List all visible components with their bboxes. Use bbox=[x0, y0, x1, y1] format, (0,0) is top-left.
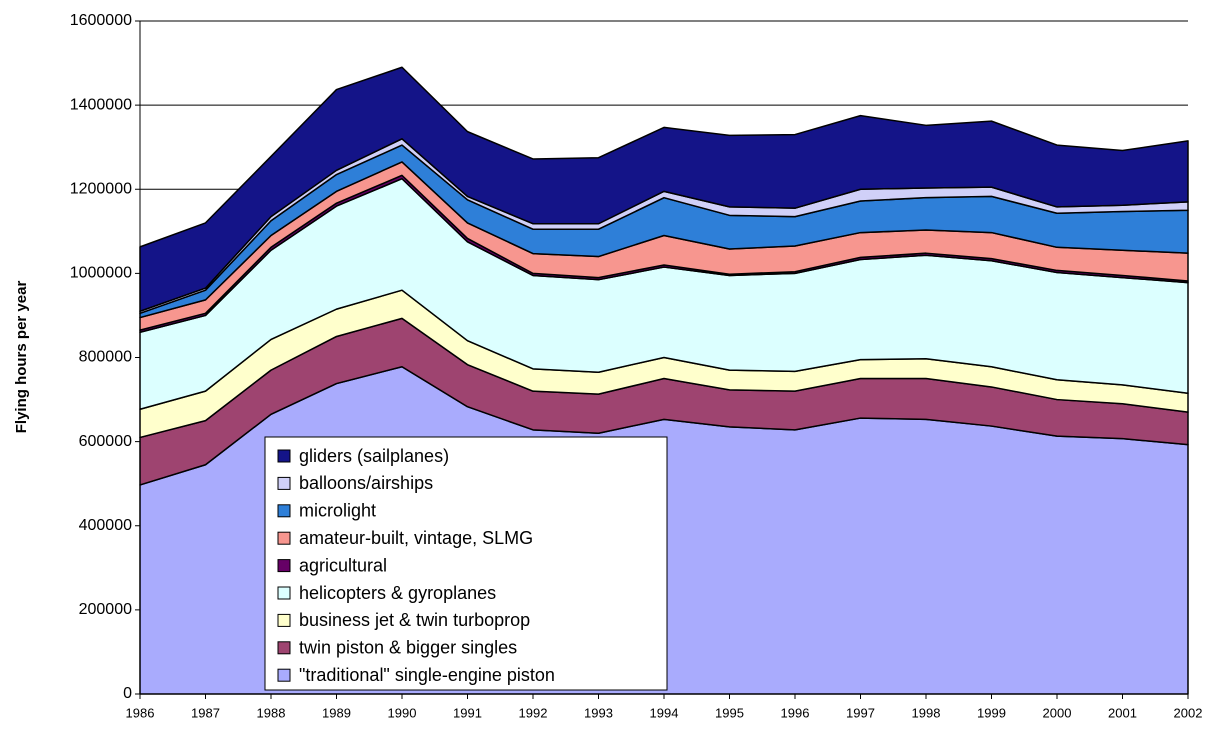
y-tick-label: 1600000 bbox=[70, 12, 132, 29]
legend-label: twin piston & bigger singles bbox=[299, 638, 517, 658]
y-tick-label: 0 bbox=[123, 685, 132, 702]
y-tick-label: 1000000 bbox=[70, 265, 132, 282]
y-tick-label: 800000 bbox=[79, 349, 132, 366]
y-tick-label: 200000 bbox=[79, 601, 132, 618]
y-tick-label: 400000 bbox=[79, 517, 132, 534]
legend-label: microlight bbox=[299, 501, 376, 521]
x-tick-label: 1989 bbox=[322, 705, 351, 720]
legend-swatch bbox=[277, 504, 291, 518]
x-tick-label: 1996 bbox=[781, 705, 810, 720]
legend-swatch bbox=[277, 449, 291, 463]
x-tick-label: 1991 bbox=[453, 705, 482, 720]
legend-box bbox=[264, 436, 668, 691]
x-tick-label: 1993 bbox=[584, 705, 613, 720]
legend-swatch bbox=[277, 586, 291, 600]
x-tick-label: 1999 bbox=[977, 705, 1006, 720]
x-tick-label: 1997 bbox=[846, 705, 875, 720]
legend-swatch bbox=[277, 641, 291, 655]
y-tick-label: 1200000 bbox=[70, 180, 132, 197]
x-tick-label: 1998 bbox=[912, 705, 941, 720]
x-tick-label: 2001 bbox=[1108, 705, 1137, 720]
legend-label: amateur-built, vintage, SLMG bbox=[299, 528, 533, 548]
x-tick-label: 1994 bbox=[650, 705, 679, 720]
legend-label: "traditional" single-engine piston bbox=[299, 665, 555, 685]
x-tick-label: 1995 bbox=[715, 705, 744, 720]
x-tick-label: 1992 bbox=[519, 705, 548, 720]
legend-label: business jet & twin turboprop bbox=[299, 610, 530, 630]
legend-label: balloons/airships bbox=[299, 473, 433, 493]
legend-swatch bbox=[277, 476, 291, 490]
legend-swatch bbox=[277, 559, 291, 573]
x-tick-label: 1987 bbox=[191, 705, 220, 720]
legend-label: helicopters & gyroplanes bbox=[299, 583, 496, 603]
y-axis-label: Flying hours per year bbox=[13, 281, 30, 434]
x-tick-label: 2002 bbox=[1174, 705, 1203, 720]
legend-label: gliders (sailplanes) bbox=[299, 446, 449, 466]
x-tick-label: 2000 bbox=[1043, 705, 1072, 720]
y-tick-label: 1400000 bbox=[70, 96, 132, 113]
area bbox=[139, 66, 1189, 312]
legend-swatch bbox=[277, 613, 291, 627]
legend-swatch bbox=[277, 531, 291, 545]
y-tick-label: 600000 bbox=[79, 433, 132, 450]
legend-swatch bbox=[277, 668, 291, 682]
x-tick-label: 1988 bbox=[257, 705, 286, 720]
legend-label: agricultural bbox=[299, 555, 387, 575]
x-tick-label: 1986 bbox=[126, 705, 155, 720]
x-tick-label: 1990 bbox=[388, 705, 417, 720]
